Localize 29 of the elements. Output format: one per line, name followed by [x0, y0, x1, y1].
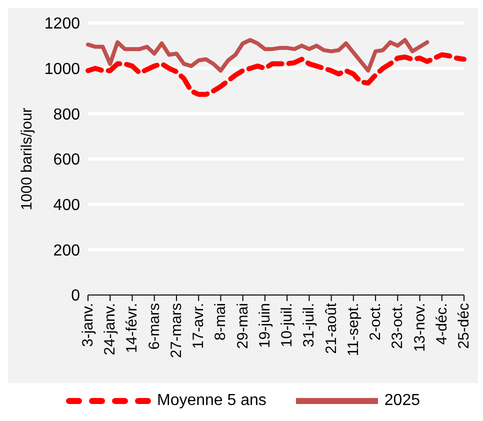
y-tick-label: 600: [53, 152, 80, 169]
x-tick-label: 24-janv.: [102, 303, 119, 356]
legend-label: Moyenne 5 ans: [157, 392, 266, 410]
x-tick-label: 23-oct.: [389, 303, 406, 349]
x-tick-label: 14-févr.: [124, 303, 141, 354]
y-tick-label: 200: [53, 242, 80, 260]
x-tick-label: 3-janv.: [80, 303, 96, 347]
x-tick-label: 8-mai: [212, 303, 230, 341]
x-tick-label: 4-déc.: [433, 303, 450, 345]
y-tick-label: 400: [53, 197, 80, 214]
x-tick-label: 19-juin: [256, 303, 274, 348]
y-tick-label: 800: [53, 106, 80, 124]
x-tick-label: 10-juil.: [278, 303, 296, 348]
x-tick-label: 17-avr.: [190, 303, 208, 349]
x-tick-label: 6-mars: [146, 303, 163, 350]
line-series: [86, 38, 430, 73]
legend-label: 2025: [384, 392, 420, 410]
x-tick-label: 29-mai: [234, 303, 252, 349]
x-tick-label: 27-mars: [168, 303, 185, 358]
y-tick-label: 0: [71, 288, 80, 305]
y-axis-title: 1000 barils/jour: [18, 108, 36, 210]
y-tick-label: 1000: [44, 61, 80, 78]
x-tick-label: 31-juil.: [300, 303, 318, 348]
x-tick-label: 11-sept.: [344, 303, 362, 356]
y-tick-label: 1200: [44, 16, 80, 33]
x-tick-label: 13-nov.: [411, 303, 428, 352]
x-tick-label: 2-oct.: [367, 303, 384, 341]
x-tick-label: 21-août: [322, 302, 340, 354]
x-tick-label: 25-déc: [456, 302, 472, 349]
